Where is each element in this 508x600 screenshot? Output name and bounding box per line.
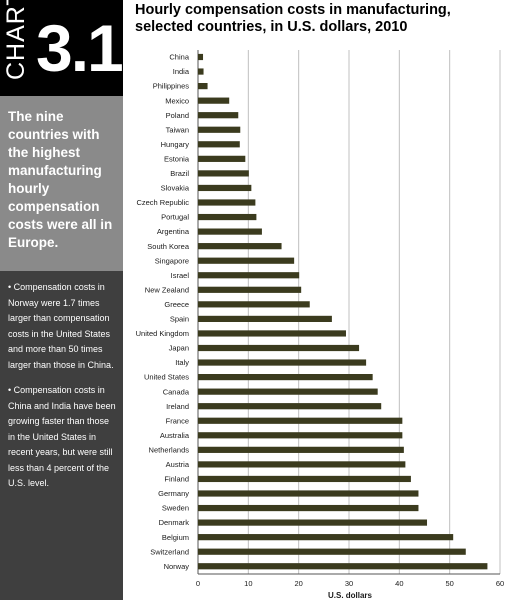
chart-title-line-2: selected countries, in U.S. dollars, 201…	[135, 19, 408, 35]
x-tick-label-4: 40	[395, 579, 403, 588]
x-tick-label-0: 0	[196, 579, 200, 588]
category-label-13: South Korea	[147, 242, 190, 251]
category-label-12: Argentina	[157, 227, 190, 236]
bar-35	[198, 563, 488, 570]
bar-1	[198, 68, 204, 75]
sidebar-bullets: Compensation costs in Norway were 1.7 ti…	[8, 280, 118, 502]
bar-29	[198, 475, 411, 483]
category-label-30: Germany	[158, 489, 189, 498]
bar-33	[198, 534, 454, 541]
bar-19	[198, 330, 346, 337]
bar-23	[198, 388, 378, 395]
chart-number-badge: CHART 3.1	[0, 0, 123, 96]
category-label-15: Israel	[171, 271, 190, 280]
category-label-1: India	[173, 67, 190, 76]
bar-13	[198, 243, 282, 250]
category-label-28: Austria	[166, 460, 190, 469]
category-label-18: Spain	[170, 315, 189, 324]
bar-26	[198, 432, 403, 439]
x-tick-label-2: 20	[294, 579, 302, 588]
category-label-5: Taiwan	[166, 125, 189, 134]
x-tick-label-6: 60	[496, 579, 504, 588]
category-label-9: Slovakia	[161, 184, 190, 193]
bar-17	[198, 301, 310, 308]
bar-3	[198, 97, 230, 104]
category-label-16: New Zealand	[145, 285, 189, 294]
bar-2	[198, 83, 208, 90]
bar-0	[198, 53, 204, 61]
x-tick-label-3: 30	[345, 579, 353, 588]
category-label-25: France	[166, 416, 189, 425]
category-label-7: Estonia	[164, 154, 190, 163]
category-label-33: Belgium	[162, 533, 189, 542]
category-label-19: United Kingdom	[136, 329, 189, 338]
bar-7	[198, 155, 246, 162]
x-tick-label-1: 10	[244, 579, 252, 588]
category-label-21: Italy	[175, 358, 189, 367]
x-tick-label-5: 50	[445, 579, 453, 588]
bar-15	[198, 272, 300, 279]
sidebar-bullet-1: Compensation costs in Norway were 1.7 ti…	[8, 280, 118, 373]
bar-4	[198, 112, 239, 119]
bar-10	[198, 199, 256, 206]
category-label-17: Greece	[164, 300, 189, 309]
category-label-26: Australia	[160, 431, 190, 440]
category-label-35: Norway	[164, 562, 190, 571]
bar-34	[198, 548, 466, 555]
category-label-8: Brazil	[170, 169, 189, 178]
bar-18	[198, 315, 332, 322]
chart-title-line-1: Hourly compensation costs in manufacturi…	[135, 2, 451, 18]
category-label-2: Philippines	[153, 82, 190, 91]
bar-32	[198, 519, 428, 526]
category-label-31: Sweden	[162, 504, 189, 513]
bar-25	[198, 417, 403, 424]
bar-31	[198, 504, 419, 512]
bar-27	[198, 446, 404, 453]
x-axis-title: U.S. dollars	[328, 591, 373, 600]
category-label-32: Denmark	[159, 518, 190, 527]
bar-30	[198, 490, 419, 497]
category-label-34: Switzerland	[150, 547, 189, 556]
category-label-6: Hungary	[161, 140, 190, 149]
bar-20	[198, 344, 360, 352]
bar-14	[198, 257, 295, 264]
category-label-4: Poland	[166, 111, 189, 120]
sidebar-bullet-2: Compensation costs in China and India ha…	[8, 383, 118, 492]
sidebar-headline: The nine countries with the highest manu…	[0, 96, 123, 271]
category-label-22: United States	[144, 373, 189, 382]
category-label-3: Mexico	[165, 96, 189, 105]
category-label-29: Finland	[164, 475, 189, 484]
bar-24	[198, 403, 382, 410]
bar-9	[198, 184, 252, 192]
bar-16	[198, 286, 302, 293]
category-label-23: Canada	[163, 387, 190, 396]
category-label-20: Japan	[169, 344, 189, 353]
category-label-0: China	[169, 53, 189, 62]
bar-11	[198, 213, 257, 221]
bar-8	[198, 170, 249, 177]
sidebar-panel: CHART 3.1 The nine countries with the hi…	[0, 0, 123, 600]
category-label-14: Singapore	[155, 256, 189, 265]
bar-5	[198, 126, 241, 133]
bar-21	[198, 359, 367, 366]
category-label-24: Ireland	[166, 402, 189, 411]
category-label-10: Czech Republic	[136, 198, 189, 207]
category-label-11: Portugal	[161, 213, 189, 222]
bar-6	[198, 141, 240, 148]
bar-12	[198, 228, 262, 235]
chart-number: 3.1	[36, 11, 123, 85]
bar-28	[198, 461, 406, 468]
chart-title: Hourly compensation costs in manufacturi…	[135, 2, 500, 36]
bar-22	[198, 374, 373, 381]
category-label-27: Netherlands	[149, 445, 190, 454]
